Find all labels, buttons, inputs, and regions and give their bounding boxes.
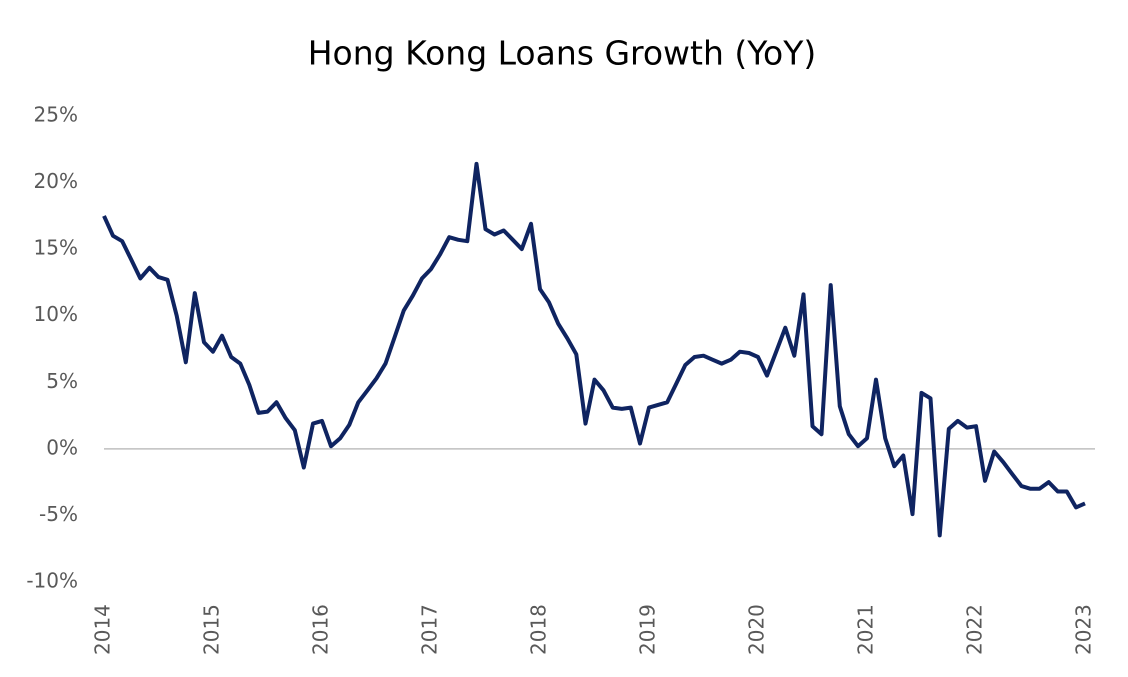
x-tick-label: 2017	[418, 604, 442, 655]
chart-title: Hong Kong Loans Growth (YoY)	[308, 34, 817, 73]
x-tick-label: 2022	[963, 604, 987, 655]
x-tick-label: 2018	[527, 604, 551, 655]
x-tick-label: 2016	[309, 604, 333, 655]
y-tick-label: 0%	[46, 435, 78, 459]
y-tick-label: 25%	[34, 103, 78, 127]
x-tick-label: 2023	[1072, 604, 1096, 655]
x-tick-label: 2015	[200, 604, 224, 655]
y-tick-label: 5%	[46, 369, 78, 393]
y-tick-label: 10%	[34, 302, 78, 326]
y-tick-label: -10%	[26, 569, 78, 593]
x-tick-label: 2020	[745, 604, 769, 655]
x-tick-label: 2019	[636, 604, 660, 655]
series-line	[102, 161, 1086, 538]
x-tick-label: 2014	[91, 604, 115, 655]
y-tick-label: 15%	[34, 236, 78, 260]
x-tick-label: 2021	[854, 604, 878, 655]
y-tick-label: 20%	[34, 169, 78, 193]
y-tick-label: -5%	[39, 502, 78, 526]
